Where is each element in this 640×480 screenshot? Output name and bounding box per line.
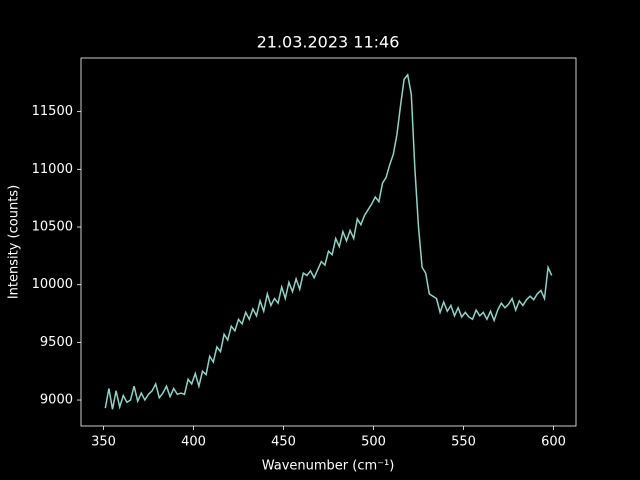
y-tick-label: 11000 [32, 162, 73, 177]
x-tick-label: 550 [451, 435, 476, 450]
x-tick-label: 600 [541, 435, 566, 450]
y-tick-label: 10500 [32, 220, 73, 235]
x-tick-label: 350 [91, 435, 116, 450]
x-tick-label: 400 [181, 435, 206, 450]
x-axis-label: Wavenumber (cm⁻¹) [262, 459, 395, 474]
x-tick-label: 500 [361, 435, 386, 450]
y-axis-label: Intensity (counts) [7, 185, 22, 299]
x-tick-label: 450 [271, 435, 296, 450]
y-tick-label: 11500 [32, 104, 73, 119]
data-line [104, 72, 553, 410]
y-tick-label: 9000 [40, 393, 73, 408]
y-tick-label: 10000 [32, 277, 73, 292]
chart-title: 21.03.2023 11:46 [257, 33, 400, 52]
y-tick-label: 9500 [40, 335, 73, 350]
plot-frame [80, 57, 577, 427]
